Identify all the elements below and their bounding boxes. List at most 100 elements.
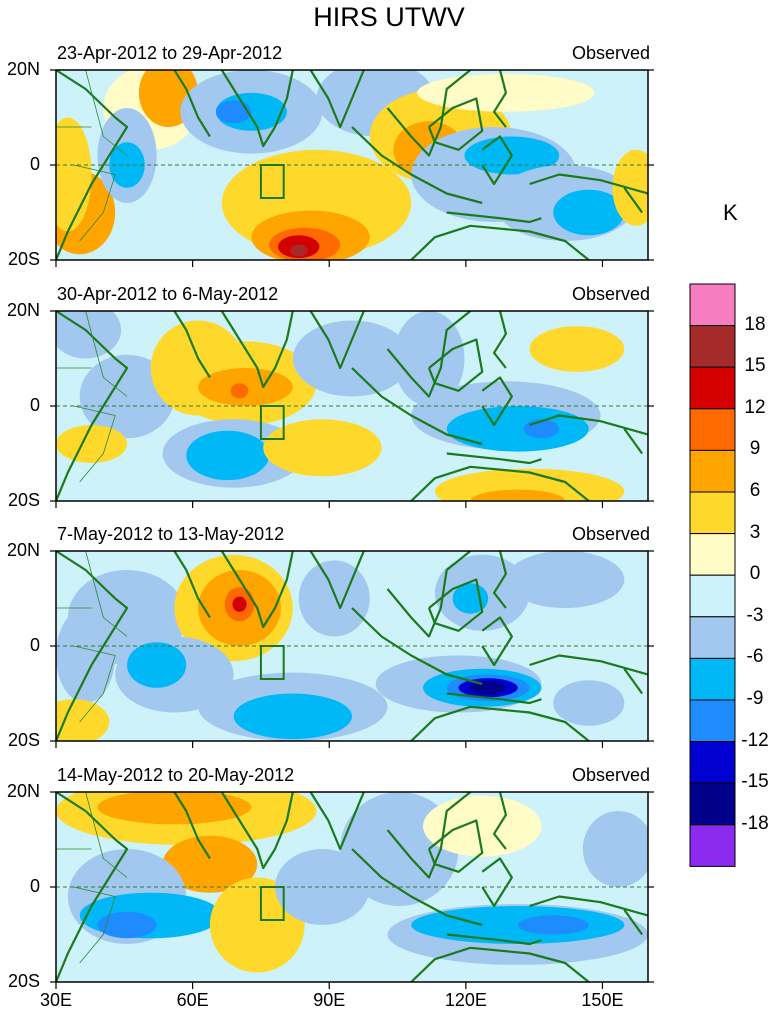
anomaly-contour [127,642,187,688]
anomaly-contour [434,468,625,501]
coastline [173,551,211,619]
x-axis-label: 30E [39,990,73,1010]
anomaly-contour [56,117,92,232]
colorbar-swatch [689,657,736,701]
panel-2-y-label: 20S [7,490,40,510]
colorbar-label: -15 [741,771,769,793]
coastline [446,933,542,946]
colorbar-label: 9 [749,438,761,460]
coastline [410,465,590,501]
anomaly-contour [289,244,308,257]
panel-1-y-label: 0 [29,154,40,174]
main-title: HIRS UTWV [313,2,465,32]
panel-3-period-label: 7-May-2012 to 13-May-2012 [57,524,285,544]
map-panel-4 [50,791,654,989]
colorbar-swatch [689,782,736,826]
colorbar-label: 6 [749,480,761,501]
panel-1-y-label: 20N [6,59,40,79]
coastline [481,376,513,427]
colorbar-swatch [689,491,736,535]
coastline [173,792,211,860]
x-axis-label: 60E [176,990,209,1010]
coastline [56,70,129,260]
coastline [623,187,643,214]
coastline [309,551,365,610]
anomaly-contour [298,560,370,637]
anomaly-contour [56,608,116,703]
anomaly-contour [56,699,110,741]
anomaly-contour [446,406,589,452]
coastline [481,135,513,186]
anomaly-contour [505,551,625,608]
anomaly-contour [612,149,648,226]
map-panel-2 [50,310,654,508]
coastline [351,126,483,205]
panel-1-y-label: 20S [7,249,40,269]
coastline [481,616,513,667]
colorbar [689,283,736,867]
anomaly-contour [582,811,648,887]
coastline [427,819,484,873]
colorbar-label: 15 [744,355,766,377]
coastline [529,173,648,195]
contour-field [56,792,648,982]
anomaly-contour [553,680,625,726]
anomaly-contour [186,430,270,481]
coastline [529,654,648,676]
panel-1-period-label: 23-Apr-2012 to 29-Apr-2012 [57,43,283,63]
colorbar-label: 3 [749,521,761,543]
panel-4-y-label: 20N [6,781,40,801]
coastline [410,224,590,260]
country-border [73,405,116,483]
anomaly-contour [553,189,625,236]
coastline [309,311,365,370]
colorbar-label: -6 [746,646,764,668]
contour-field [56,551,648,741]
country-border [85,551,128,637]
colorbar-swatch [689,408,736,451]
panel-1-observed-label: Observed [571,43,650,63]
coastline [481,857,513,908]
coastline [309,70,365,129]
coastline [446,211,542,224]
coastline [173,70,211,138]
coastline [56,311,129,501]
colorbar-swatch [689,366,736,410]
coastline [529,895,648,917]
x-axis-label: 120E [444,990,487,1010]
anomaly-contour [97,911,157,939]
coastline [351,367,483,446]
country-border [85,792,128,878]
coastline [427,338,484,392]
anomaly-contour [232,596,247,612]
panel-3-y-label: 0 [29,635,40,655]
colorbar-swatch [689,325,736,368]
anomaly-contour [162,835,258,893]
coastline [623,668,643,695]
country-border [85,70,128,156]
colorbar-swatch [689,533,736,576]
colorbar-label: -3 [746,604,764,626]
anomaly-contour [233,693,352,740]
panel-4-observed-label: Observed [571,765,650,785]
colorbar-swatch [689,699,736,743]
coastline [56,792,129,982]
panel-3-y-label: 20N [6,540,40,560]
contour-field [56,70,648,260]
study-region-box [259,886,285,921]
anomaly-contour [423,795,542,857]
coastline [446,452,542,465]
anomaly-contour [292,320,412,397]
coastline [623,909,643,936]
panel-2-y-label: 20N [6,300,40,320]
coastline [492,70,508,128]
x-axis-label: 90E [313,990,346,1010]
anomaly-contour [215,100,252,124]
anomaly-contour [56,311,122,359]
colorbar-label: -12 [741,729,769,751]
coastline [220,551,294,629]
coastline [492,311,508,369]
coastline [529,414,648,436]
coastline [220,792,294,870]
